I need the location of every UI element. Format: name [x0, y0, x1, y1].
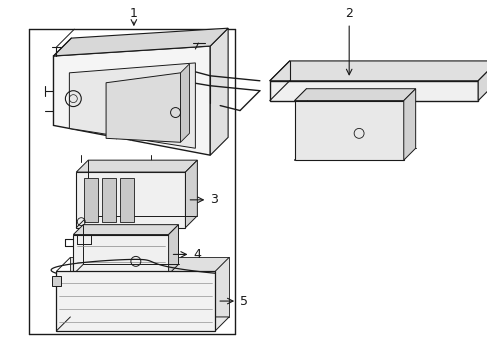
- Polygon shape: [180, 64, 189, 142]
- Polygon shape: [76, 172, 185, 228]
- Polygon shape: [106, 73, 180, 142]
- Polygon shape: [102, 178, 116, 222]
- Polygon shape: [269, 61, 488, 81]
- Polygon shape: [403, 89, 415, 160]
- Polygon shape: [84, 178, 98, 222]
- Polygon shape: [51, 276, 61, 286]
- Polygon shape: [53, 28, 228, 56]
- Text: 1: 1: [130, 7, 138, 20]
- Polygon shape: [185, 160, 197, 228]
- Polygon shape: [56, 317, 229, 331]
- Polygon shape: [56, 271, 215, 331]
- Polygon shape: [294, 100, 403, 160]
- Polygon shape: [69, 63, 195, 148]
- Text: 5: 5: [240, 294, 247, 307]
- Polygon shape: [70, 257, 229, 317]
- Polygon shape: [477, 61, 488, 100]
- Polygon shape: [168, 225, 178, 274]
- Polygon shape: [73, 235, 168, 274]
- Polygon shape: [210, 28, 228, 155]
- Polygon shape: [120, 178, 134, 222]
- Polygon shape: [73, 225, 178, 235]
- Polygon shape: [53, 46, 210, 155]
- Polygon shape: [269, 81, 477, 100]
- Text: 4: 4: [193, 248, 201, 261]
- Polygon shape: [294, 89, 415, 100]
- Text: 3: 3: [210, 193, 218, 206]
- Polygon shape: [76, 160, 197, 172]
- Text: 2: 2: [345, 7, 352, 20]
